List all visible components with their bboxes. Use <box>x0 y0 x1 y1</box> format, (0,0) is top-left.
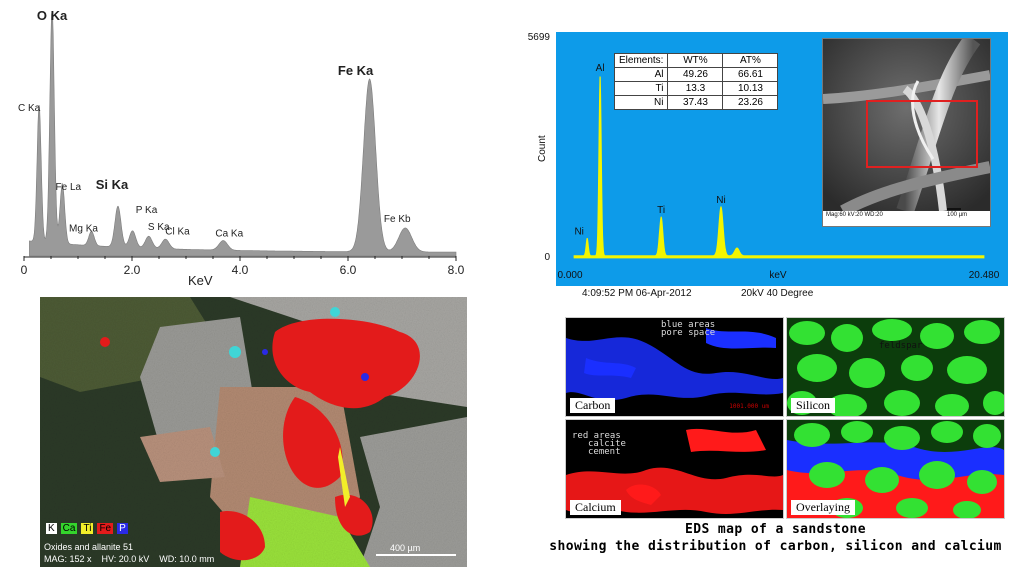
spectrum-1-ticks: 0 2.0 4.0 6.0 8.0 <box>21 256 465 277</box>
table-cell: 13.3 <box>667 81 724 96</box>
map-calcium-note-3: cement <box>588 447 621 457</box>
spectrum-2-y-label: Count <box>537 135 548 162</box>
map-carbon-label: Carbon <box>570 398 616 413</box>
sem-caption: Mag:60 kV:20 WD:20 <box>826 212 883 218</box>
map-calcium-note-1: red areas <box>572 431 621 441</box>
table-cell: 66.61 <box>722 67 779 82</box>
spectrum-1-peak-label: P Ka <box>136 205 158 216</box>
spectrum-2-x-min: 0.000 <box>557 270 582 281</box>
spectrum-1-peak-label: O Ka <box>37 8 68 23</box>
table-cell: Ti <box>613 81 669 96</box>
map-overlay-label: Overlaying <box>791 500 855 515</box>
spectrum-1-x-label: KeV <box>188 273 213 288</box>
spectrum-2-y-min: 0 <box>544 252 550 263</box>
table-header-cell: Elements: <box>613 53 669 68</box>
sem-image <box>823 39 990 211</box>
map-carbon-note-1: blue areas <box>661 320 716 330</box>
spectrum-1-tick-label: 0 <box>21 263 28 277</box>
spectrum-2-trace <box>573 76 985 259</box>
spectrum-chart-1: 0 2.0 4.0 6.0 8.0 C Ka O Ka Fe La Mg Ka Si Ka P K… <box>18 8 465 288</box>
spectrum-1-peak-label: C Ka <box>18 103 41 114</box>
table-cell: Al <box>613 67 669 82</box>
spectrum-1-tick-label: 2.0 <box>124 263 141 277</box>
sem-selection-box <box>866 100 978 168</box>
map-carbon: blue areas pore space 1001.000 um Carbon <box>565 317 784 417</box>
legend-ti: Ti <box>81 523 94 534</box>
spectrum-1-peak-label: Fe Ka <box>338 63 374 78</box>
table-cell: 23.26 <box>722 95 779 110</box>
spectrum-2-peak-label: Ni <box>716 195 725 206</box>
iron-oxide-regions <box>100 318 420 561</box>
spectrum-1-peak-label: Mg Ka <box>69 224 98 235</box>
legend-p: P <box>117 523 128 534</box>
legend-ca: Ca <box>60 523 78 534</box>
map-overlay: Overlaying <box>786 419 1005 519</box>
figure-caption-line-2: showing the distribution of carbon, sili… <box>549 539 1002 554</box>
table-row: Ni 37.43 23.26 <box>613 95 779 110</box>
table-row: Al 49.26 66.61 <box>613 67 779 82</box>
map-silicon: feldspar Silicon <box>786 317 1005 417</box>
spectrum-1-tick-label: 6.0 <box>340 263 357 277</box>
oxides-map-scale-bar <box>376 554 456 556</box>
spectrum-1-peak-label: Ca Ka <box>215 228 243 239</box>
spectrum-2-peak-label: Ti <box>657 205 665 216</box>
spectrum-2-x-label: keV <box>769 270 787 281</box>
map-calcium-label: Calcium <box>570 500 621 515</box>
spectrum-1-peak-label: Cl Ka <box>165 226 190 237</box>
spectrum-2-curve <box>573 76 985 259</box>
spectrum-2-y-max: 5699 <box>528 32 551 43</box>
spectrum-2-peak-label: Al <box>596 63 605 74</box>
table-row: Ti 13.3 10.13 <box>613 81 779 96</box>
spectrum-2-peak-label: Ni <box>574 226 583 237</box>
figure-caption-line-1: EDS map of a sandstone <box>685 522 866 537</box>
oxides-map-image <box>40 297 467 567</box>
spectrum-1-tick-label: 8.0 <box>448 263 465 277</box>
legend-fe: Fe <box>97 523 114 534</box>
spectrum-2-x-max: 20.480 <box>969 270 1000 281</box>
table-header-cell: AT% <box>722 53 779 68</box>
table-header-cell: WT% <box>667 53 724 68</box>
table-cell: 10.13 <box>722 81 779 96</box>
spectrum-2-footer-time: 4:09:52 PM 06-Apr-2012 <box>582 288 692 299</box>
oxides-map-legend: K Ca Ti Fe P <box>46 523 128 534</box>
map-carbon-note-2: pore space <box>661 328 716 338</box>
spectrum-1-area <box>29 11 457 257</box>
oxides-map: K Ca Ti Fe P Oxides and allanite 51 MAG:… <box>40 297 467 567</box>
legend-k: K <box>46 523 57 534</box>
spectrum-1-peak-label: Fe La <box>56 182 82 193</box>
oxides-map-title: Oxides and allanite 51 <box>44 542 134 552</box>
table-cell: 49.26 <box>667 67 724 82</box>
oxides-map-params: MAG: 152 x HV: 20.0 kV WD: 10.0 mm <box>44 554 215 564</box>
elements-table: Elements: WT% AT% Al 49.26 66.61 Ti 13.3… <box>613 53 779 110</box>
sem-scale: 100 µm <box>947 212 968 218</box>
table-cell: Ni <box>613 95 669 110</box>
map-calcium: red areas calcite cement Calcium <box>565 419 784 519</box>
spectrum-1-peak-label: Si Ka <box>96 177 129 192</box>
sem-scale-bar <box>947 208 961 210</box>
map-silicon-note: feldspar <box>879 341 923 351</box>
spectrum-2-footer-conditions: 20kV 40 Degree <box>741 288 814 299</box>
sem-inset: Mag:60 kV:20 WD:20 100 µm <box>822 38 991 227</box>
map-carbon-scale: 1001.000 um <box>729 403 769 410</box>
spectrum-1-curve <box>29 11 457 257</box>
spectrum-1-tick-label: 4.0 <box>232 263 249 277</box>
map-silicon-label: Silicon <box>791 398 836 413</box>
oxides-map-scale: 400 µm <box>390 543 421 553</box>
spectrum-chart-2-panel: Ni Al Ti Ni 5699 0 Count 0.000 20.480 keV 4… <box>508 22 1024 302</box>
elements-table-header: Elements: WT% AT% <box>613 53 779 68</box>
table-cell: 37.43 <box>667 95 724 110</box>
spectrum-1-peak-label: Fe Kb <box>384 214 411 225</box>
map-carbon-image <box>566 328 783 401</box>
map-calcium-note-2: calcite <box>588 439 626 449</box>
spectrum-1-peak-label: S Ka <box>148 222 170 233</box>
